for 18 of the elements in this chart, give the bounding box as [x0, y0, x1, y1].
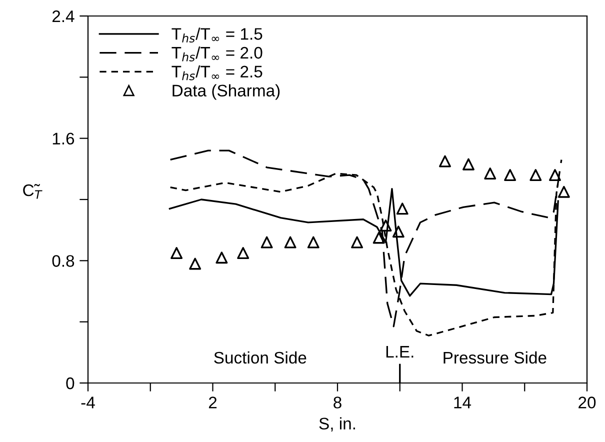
- legend-label: T$_{hs}$/T$_{∞}$ = 1.5: [172, 28, 262, 43]
- legend-label: T$_{hs}$/T$_{∞}$ = 2.0: [172, 46, 262, 62]
- y-axis-title: C̃$_{T}$: [23, 184, 42, 199]
- x-tick-label: 2: [208, 396, 217, 408]
- x-tick-label: 14: [454, 396, 472, 408]
- y-tick-label: 0.8: [52, 255, 74, 267]
- x-axis-title: S, in.: [319, 417, 355, 432]
- x-tick-label: 20: [578, 396, 596, 408]
- legend-label: T$_{hs}$/T$_{∞}$ = 2.5: [172, 65, 262, 80]
- x-tick-label: -4: [81, 396, 95, 408]
- y-tick-label: 0: [66, 377, 74, 390]
- y-tick-label: 2.4: [52, 10, 74, 22]
- annotation: Pressure Side: [444, 351, 546, 364]
- ref-line-label: L.E.: [386, 346, 414, 358]
- legend-label: Data (Sharma): [172, 84, 280, 100]
- x-tick-label: 8: [334, 396, 342, 408]
- annotation: Suction Side: [214, 351, 306, 364]
- y-tick-label: 1.6: [52, 132, 74, 145]
